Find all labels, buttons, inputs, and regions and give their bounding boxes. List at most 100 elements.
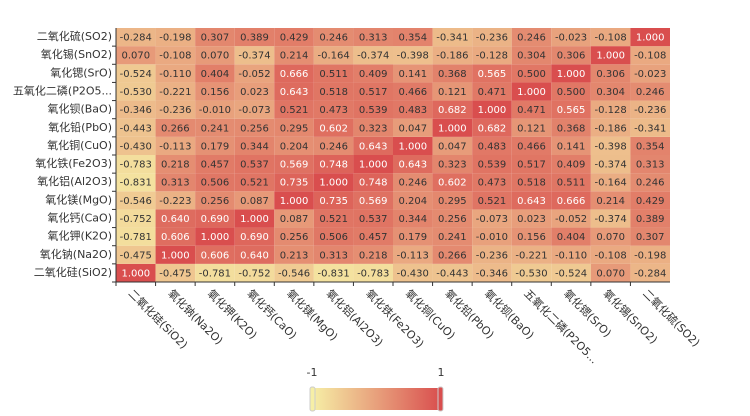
- cell-label: -0.341: [436, 33, 468, 44]
- cell-label: 0.313: [359, 33, 388, 44]
- cell-label: 0.323: [359, 123, 388, 134]
- heatmap-cell: [313, 64, 354, 83]
- cell-label: 0.748: [319, 160, 348, 171]
- cell-label: 0.521: [280, 105, 309, 116]
- cell-label: 0.156: [201, 87, 230, 98]
- heatmap-cell: [155, 209, 196, 228]
- heatmap-cell: [195, 245, 235, 264]
- cell-label: 0.682: [478, 123, 507, 134]
- heatmap-cell: [393, 136, 433, 155]
- x-tick-label: 五氧化二磷(P2O5...: [521, 286, 601, 366]
- heatmap-cell: [274, 173, 314, 192]
- heatmap-cell: [393, 28, 433, 47]
- cell-label: -0.374: [238, 51, 270, 62]
- heatmap-cell: [511, 245, 552, 264]
- cell-label: -0.346: [120, 105, 152, 116]
- heatmap-cell: [551, 82, 591, 101]
- heatmap-cell: [630, 155, 670, 174]
- cell-label: 1.000: [596, 51, 625, 62]
- heatmap-cell: [472, 46, 512, 65]
- cell-label: -0.430: [120, 141, 152, 152]
- cell-label: -0.128: [595, 105, 627, 116]
- heatmap-cell: [353, 227, 393, 246]
- heatmap-cell: [551, 64, 591, 83]
- heatmap-cell: [313, 227, 354, 246]
- cell-label: 0.121: [438, 87, 467, 98]
- heatmap-cell: [313, 82, 354, 101]
- cell-label: -0.023: [634, 69, 666, 80]
- heatmap-cell: [432, 64, 473, 83]
- cell-label: -0.221: [159, 87, 191, 98]
- heatmap-cell: [551, 46, 591, 65]
- cell-label: 0.409: [557, 160, 586, 171]
- cell-label: 0.256: [201, 196, 230, 207]
- cell-label: 0.539: [478, 160, 507, 171]
- cell-label: 0.511: [557, 178, 586, 189]
- cell-label: -0.221: [515, 250, 547, 261]
- heatmap-cell: [630, 209, 670, 228]
- heatmap-cell: [155, 64, 196, 83]
- cell-label: 1.000: [319, 178, 348, 189]
- cell-label: 0.539: [359, 105, 388, 116]
- heatmap-cell: [353, 100, 393, 119]
- heatmap-cell: [393, 191, 433, 210]
- heatmap-cell: [155, 136, 196, 155]
- visual-map-handle[interactable]: [437, 386, 444, 412]
- cell-label: 0.306: [557, 51, 586, 62]
- cell-label: -0.236: [159, 105, 191, 116]
- heatmap-cell: [511, 227, 552, 246]
- cell-label: 0.070: [201, 51, 230, 62]
- cell-label: -0.374: [595, 214, 627, 225]
- cell-label: 0.047: [438, 141, 467, 152]
- y-tick-label: 氧化锶(SrO): [50, 65, 112, 79]
- cell-label: 0.457: [201, 160, 230, 171]
- heatmap-cell: [195, 100, 235, 119]
- cell-label: 0.606: [201, 250, 230, 261]
- cell-label: 0.521: [240, 178, 269, 189]
- cell-label: 0.690: [201, 214, 230, 225]
- cell-label: 0.313: [319, 250, 348, 261]
- cell-label: 0.344: [398, 214, 427, 225]
- cell-label: 1.000: [280, 196, 309, 207]
- heatmap-cell: [116, 136, 156, 155]
- heatmap-cell: [234, 118, 275, 137]
- heatmap-cell: [313, 155, 354, 174]
- cell-label: 0.537: [240, 160, 269, 171]
- heatmap-cell: [313, 263, 354, 282]
- y-tick-label: 二氧化硫(SO2): [37, 29, 112, 43]
- cell-label: 1.000: [240, 214, 269, 225]
- y-tick-label: 氧化钾(K2O): [48, 229, 112, 243]
- cell-label: -0.052: [555, 214, 587, 225]
- heatmap-cell: [116, 100, 156, 119]
- cell-label: 0.204: [280, 141, 309, 152]
- y-tick-label: 二氧化硅(SiO2): [34, 265, 112, 279]
- cell-label: -0.752: [238, 268, 270, 279]
- cell-label: -0.443: [436, 268, 468, 279]
- heatmap-cell: [551, 227, 591, 246]
- cell-label: -0.374: [595, 160, 627, 171]
- cell-label: 0.690: [240, 232, 269, 243]
- cell-label: 0.218: [359, 250, 388, 261]
- heatmap-cell: [393, 82, 433, 101]
- cell-label: 1.000: [636, 33, 665, 44]
- cell-label: 0.121: [517, 123, 546, 134]
- cell-label: 0.518: [517, 178, 546, 189]
- cell-label: 0.643: [280, 87, 309, 98]
- heatmap-cell: [630, 263, 670, 282]
- heatmap-cell: [116, 82, 156, 101]
- cell-label: 0.141: [398, 69, 427, 80]
- visual-map-handle[interactable]: [309, 386, 316, 412]
- heatmap-cell: [472, 155, 512, 174]
- cell-label: 0.500: [557, 87, 586, 98]
- heatmap-cell: [155, 118, 196, 137]
- heatmap-cell: [472, 28, 512, 47]
- cell-label: 1.000: [201, 232, 230, 243]
- heatmap-cell: [234, 263, 275, 282]
- heatmap-cell: [472, 173, 512, 192]
- y-tick-label: 氧化铁(Fe2O3): [35, 156, 112, 170]
- heatmap-cell: [195, 263, 235, 282]
- cell-label: 0.666: [280, 69, 309, 80]
- heatmap-cell: [432, 227, 473, 246]
- heatmap-cell: [472, 136, 512, 155]
- cell-label: 0.087: [240, 196, 269, 207]
